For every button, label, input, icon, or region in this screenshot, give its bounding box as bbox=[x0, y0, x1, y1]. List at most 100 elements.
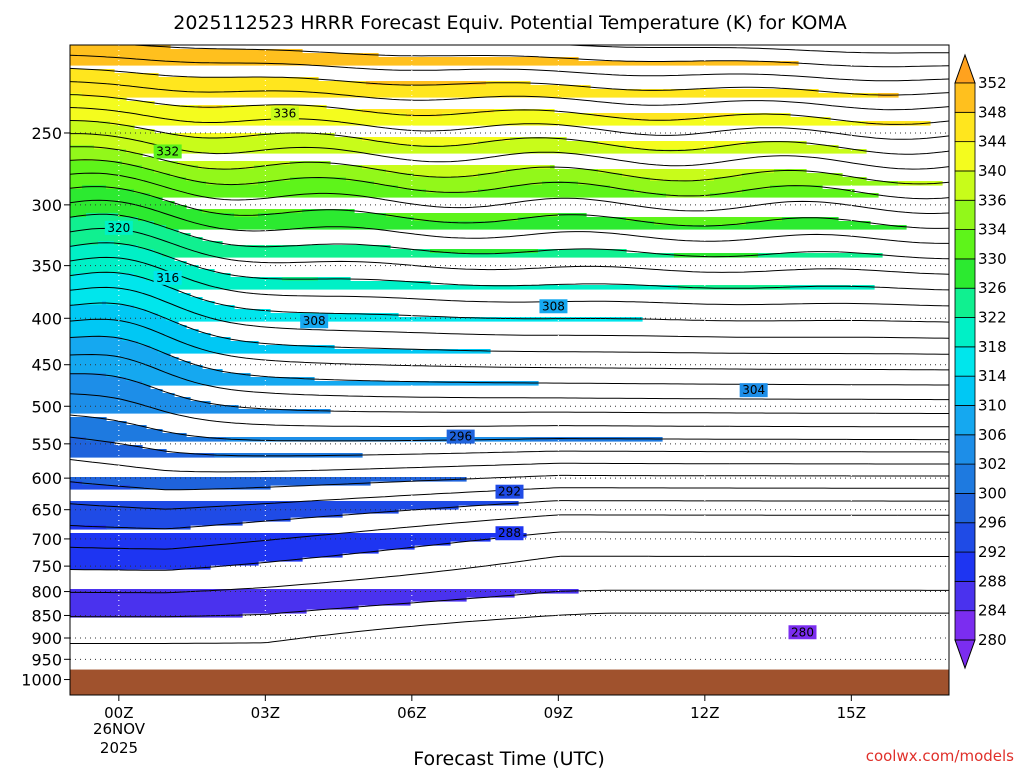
contour-line-332 bbox=[70, 172, 949, 214]
colorbar-label: 288 bbox=[978, 572, 1007, 590]
colorbar-band-300 bbox=[954, 463, 976, 494]
x-tick-label: 12Z bbox=[690, 704, 719, 722]
colorbar-band-348 bbox=[954, 82, 976, 113]
contour-line-330 bbox=[70, 186, 949, 229]
contour-label-bg bbox=[270, 106, 299, 121]
y-tick-label: 600 bbox=[31, 469, 62, 488]
colorbar-band-296 bbox=[954, 493, 976, 524]
contour-line-284 bbox=[70, 589, 949, 618]
contour-label-bg bbox=[153, 270, 182, 285]
y-tick-label: 500 bbox=[31, 397, 62, 416]
contour-label: 288 bbox=[498, 526, 521, 540]
contour-line-314 bbox=[70, 302, 949, 355]
colorbar-band-292 bbox=[954, 522, 976, 553]
x-tick-label: 09Z bbox=[544, 704, 573, 722]
contour-line-328 bbox=[70, 199, 949, 244]
colorbar-label: 318 bbox=[978, 338, 1007, 356]
contour-line-324 bbox=[70, 227, 949, 275]
contour-line-308 bbox=[70, 354, 949, 401]
contour-line-296 bbox=[70, 474, 949, 491]
y-tick-label: 450 bbox=[31, 356, 62, 375]
colorbar-band-288 bbox=[954, 551, 976, 582]
colorbar-extend-max bbox=[954, 53, 976, 84]
y-tick-label: 900 bbox=[31, 629, 62, 648]
contour-label: 280 bbox=[791, 625, 814, 639]
colorbar-band-280 bbox=[954, 610, 976, 641]
time-axis: 00Z 03Z 06Z 09Z 12Z 15Z bbox=[104, 695, 866, 722]
contour-label: 308 bbox=[542, 299, 565, 313]
contour-label-bg bbox=[104, 220, 133, 235]
contour-label-bg bbox=[300, 314, 329, 329]
colorbar-label: 322 bbox=[978, 309, 1007, 327]
contour-label: 336 bbox=[273, 107, 296, 121]
colorbar-band-310 bbox=[954, 375, 976, 406]
contour-line-346 bbox=[70, 81, 949, 111]
contour-line-336 bbox=[70, 146, 949, 185]
grid-layer bbox=[70, 45, 949, 695]
colorbar-band-284 bbox=[954, 580, 976, 612]
colorbar-label: 348 bbox=[978, 103, 1007, 121]
y-tick-label: 550 bbox=[31, 435, 62, 454]
contour-label-bg bbox=[739, 383, 768, 398]
contour-fill-layer bbox=[70, 45, 943, 618]
colorbar-label: 300 bbox=[978, 484, 1007, 502]
colorbar-band-302 bbox=[954, 434, 976, 465]
colorbar-label: 284 bbox=[978, 602, 1007, 620]
contour-line-316 bbox=[70, 286, 949, 339]
plot-frame bbox=[69, 44, 950, 696]
colorbar-label: 352 bbox=[978, 74, 1007, 92]
contour-line-334 bbox=[70, 159, 949, 200]
colorbar-band-330 bbox=[954, 229, 976, 260]
contour-label-layer: 336 332 320 316 308 308 304 296 292 288 280 bbox=[104, 106, 817, 640]
contour-line-304 bbox=[70, 393, 949, 428]
contour-line-286 bbox=[70, 555, 949, 594]
y-tick-label: 400 bbox=[31, 309, 62, 328]
colorbar-label: 340 bbox=[978, 162, 1007, 180]
pressure-axis: 250 300 350 400 450 500 550 600 650 700 750 800 850 9… bbox=[21, 124, 70, 690]
contour-line-290 bbox=[70, 514, 949, 550]
x-tick-label: 00Z bbox=[104, 704, 133, 722]
contour-line-282 bbox=[70, 612, 949, 644]
contour-label: 320 bbox=[107, 221, 130, 235]
colorbar-label: 292 bbox=[978, 543, 1007, 561]
contour-label: 308 bbox=[303, 314, 326, 328]
y-tick-label: 950 bbox=[31, 650, 62, 669]
colorbar-extend-min bbox=[954, 639, 976, 670]
contour-line-348 bbox=[70, 67, 949, 96]
contour-line-layer bbox=[70, 45, 949, 644]
contour-line-354 bbox=[569, 45, 949, 54]
contour-label: 292 bbox=[498, 485, 521, 499]
contour-line-340 bbox=[70, 120, 949, 155]
contour-line-320 bbox=[70, 256, 949, 307]
contour-label-bg bbox=[446, 429, 475, 444]
contour-label-bg bbox=[495, 526, 524, 541]
colorbar: 280 284 288 292 296 300 302 306 310 314 318 322 326 3… bbox=[954, 53, 1007, 670]
contour-line-298 bbox=[70, 459, 949, 473]
colorbar-band-344 bbox=[954, 111, 976, 143]
contour-line-344 bbox=[70, 94, 949, 125]
contour-line-350 bbox=[70, 54, 949, 82]
colorbar-label: 334 bbox=[978, 221, 1007, 239]
x-tick-label: 15Z bbox=[837, 704, 866, 722]
contour-line-306 bbox=[70, 373, 949, 414]
colorbar-label: 326 bbox=[978, 279, 1007, 297]
contour-label: 296 bbox=[449, 430, 472, 444]
colorbar-label: 296 bbox=[978, 514, 1007, 532]
contour-line-300 bbox=[70, 436, 949, 457]
contour-label: 332 bbox=[156, 144, 179, 158]
ground-surface bbox=[70, 669, 949, 695]
contour-line-326 bbox=[70, 213, 949, 260]
y-tick-label: 750 bbox=[31, 557, 62, 576]
colorbar-band-326 bbox=[954, 258, 976, 289]
contour-line-312 bbox=[70, 318, 949, 371]
plot-area: 336 332 320 316 308 308 304 296 292 288 280 bbox=[70, 45, 949, 695]
contour-line-292 bbox=[70, 500, 949, 530]
colorbar-label: 280 bbox=[978, 631, 1007, 649]
contour-line-302 bbox=[70, 414, 949, 442]
y-tick-label: 350 bbox=[31, 257, 62, 276]
contour-label-bg bbox=[153, 144, 182, 159]
x-axis-label: Forecast Time (UTC) bbox=[413, 748, 604, 768]
y-tick-label: 1000 bbox=[21, 671, 62, 690]
y-tick-label: 850 bbox=[31, 606, 62, 625]
